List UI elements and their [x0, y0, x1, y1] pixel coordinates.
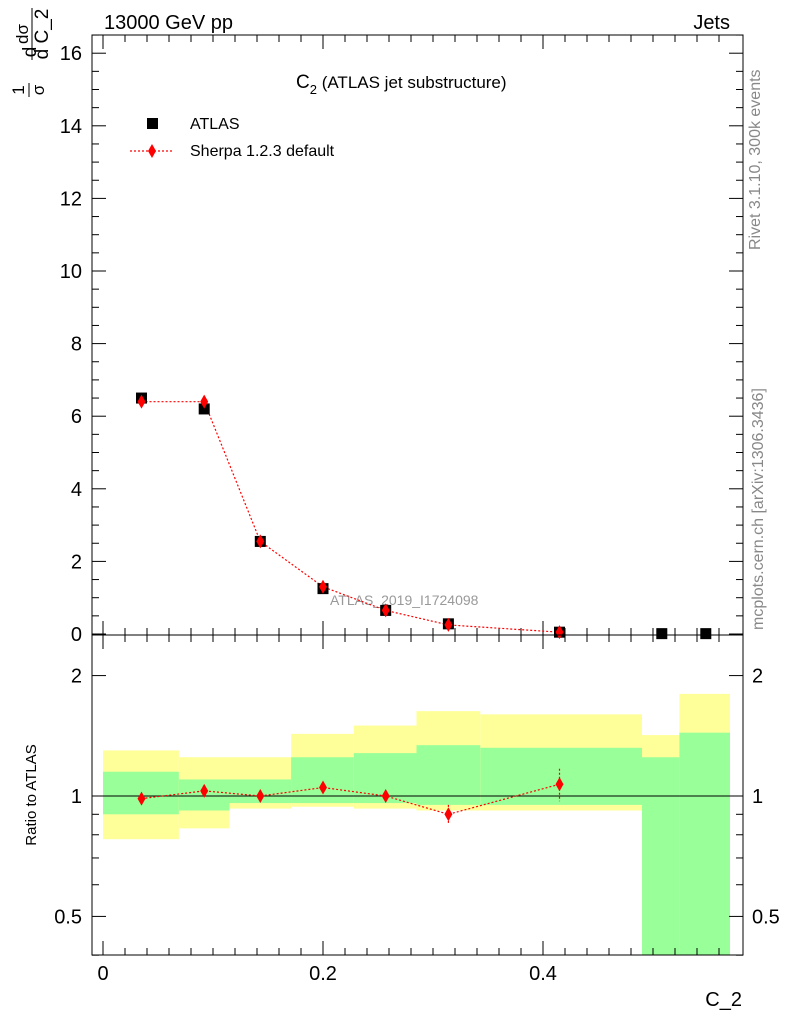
main-y-tick-label: 12 — [60, 188, 82, 210]
band-inner — [642, 757, 680, 955]
ratio-point — [137, 791, 146, 806]
ylabel-prefix: d — [20, 47, 41, 58]
main-y-axis-label: 1 σ — [9, 83, 48, 97]
band-inner — [291, 757, 354, 804]
ratio-bands — [103, 693, 730, 955]
atlas-point — [700, 628, 712, 640]
sherpa-point — [381, 603, 390, 618]
ratio-panel: 0.5 0.5 1 1 2 2 0 0.2 0.4 Ratio to ATLAS C_2 — [23, 634, 780, 1011]
sherpa-line — [141, 401, 560, 633]
main-series — [136, 392, 712, 640]
title-subscript: 2 — [310, 82, 317, 97]
ratio-x-ticks: 0 0.2 0.4 — [97, 635, 720, 985]
ratio-y-tick-label: 1 — [71, 786, 82, 808]
ratio-y-tick-label-right: 1 — [752, 786, 763, 808]
main-y-tick-label: 2 — [71, 551, 82, 573]
main-y-tick-label: 14 — [60, 116, 82, 138]
atlas-point — [656, 628, 668, 640]
ratio-point — [555, 777, 564, 792]
main-y-axis-label-2: d — [20, 47, 41, 58]
main-y-tick-label: 8 — [71, 334, 82, 356]
legend-sherpa-marker — [148, 144, 156, 158]
ratio-point — [444, 807, 453, 822]
legend-sherpa-label: Sherpa 1.2.3 default — [190, 143, 335, 160]
x-tick-label: 0.4 — [529, 963, 557, 985]
legend: ATLAS Sherpa 1.2.3 default — [130, 116, 335, 160]
ylabel-frac1-den: σ — [29, 84, 48, 95]
sherpa-point — [319, 579, 327, 594]
main-y-tick-label: 6 — [71, 406, 82, 428]
ratio-point — [200, 783, 209, 798]
main-y-axis-label-3: dσ d C_2 — [13, 8, 53, 60]
legend-atlas-label: ATLAS — [190, 116, 240, 133]
legend-atlas-marker — [147, 118, 158, 129]
main-y-tick-label: 0 — [71, 624, 82, 646]
band-inner — [679, 732, 730, 955]
ratio-y-tick-label: 0.5 — [54, 906, 82, 928]
x-tick-label: 0 — [97, 963, 108, 985]
header-right-label: Jets — [693, 12, 730, 34]
main-y-tick-label: 4 — [71, 479, 82, 501]
title-main: C — [296, 72, 310, 93]
ratio-y-tick-label-right: 0.5 — [752, 906, 780, 928]
main-y-tick-label: 10 — [60, 261, 82, 283]
atlas-point — [198, 403, 210, 415]
ratio-point — [381, 789, 390, 803]
main-y-ticks: 0 2 4 6 8 10 12 14 16 — [60, 34, 743, 646]
sherpa-point — [444, 617, 453, 632]
ratio-y-axis-label: Ratio to ATLAS — [23, 744, 40, 845]
main-y-tick-label: 16 — [60, 43, 82, 65]
band-inner — [480, 747, 642, 805]
x-tick-label: 0.2 — [309, 963, 337, 985]
ylabel-frac2-den: d C_2 — [32, 9, 53, 60]
ratio-series — [137, 768, 564, 825]
x-axis-label: C_2 — [705, 989, 742, 1011]
band-inner — [416, 745, 481, 805]
ratio-point — [256, 789, 265, 803]
title-rest: (ATLAS jet substructure) — [317, 73, 507, 92]
ratio-y-ticks: 0.5 0.5 1 1 2 2 — [54, 666, 780, 956]
rivet-version-label: Rivet 3.1.10, 300k events — [747, 69, 764, 250]
sherpa-point — [256, 534, 265, 549]
header-left-label: 13000 GeV pp — [104, 12, 233, 34]
ratio-y-tick-label-right: 2 — [752, 666, 763, 688]
ratio-frame — [91, 634, 744, 956]
source-label: mcplots.cern.ch [arXiv:1306.3436] — [750, 388, 767, 630]
ratio-point — [319, 780, 327, 795]
sherpa-point — [200, 394, 209, 409]
chart-title: C2 (ATLAS jet substructure) — [296, 72, 507, 97]
sherpa-point — [137, 394, 146, 409]
ylabel-frac1-num: 1 — [9, 85, 28, 94]
ylabel-frac2-num: dσ — [13, 24, 32, 44]
analysis-watermark: ATLAS_2019_I1724098 — [330, 592, 479, 608]
sherpa-point — [555, 625, 564, 640]
main-x-ticks — [102, 35, 720, 635]
ratio-y-tick-label: 2 — [71, 666, 82, 688]
